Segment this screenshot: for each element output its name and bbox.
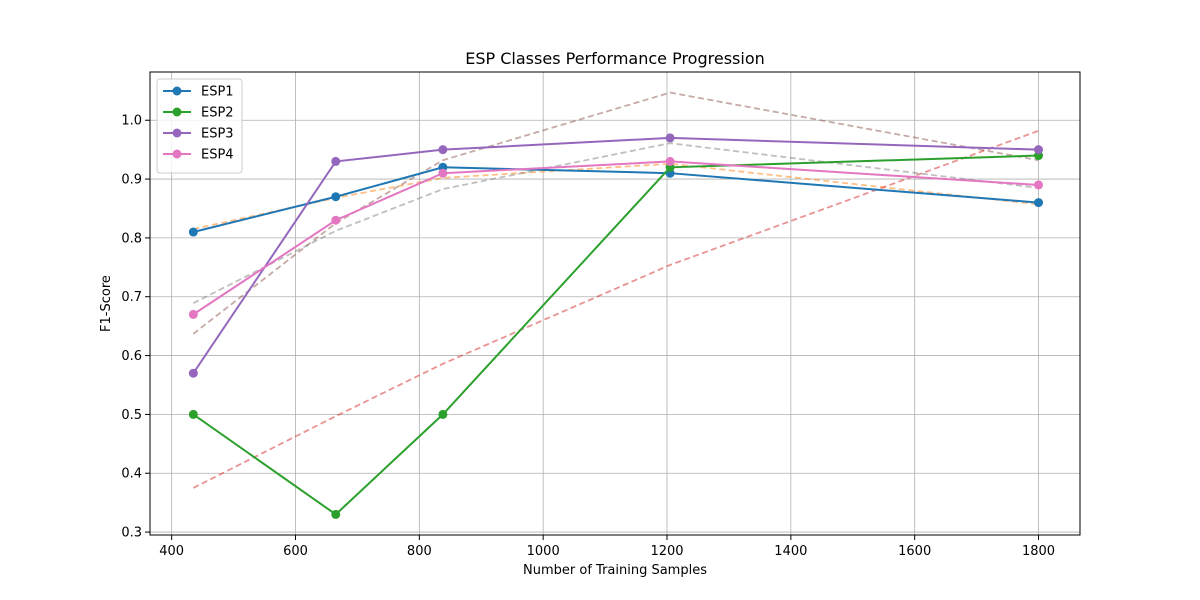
data-point bbox=[665, 156, 675, 166]
legend-box bbox=[156, 78, 243, 174]
legend-swatch-marker bbox=[172, 149, 182, 159]
data-point bbox=[188, 227, 198, 237]
x-tick-label: 600 bbox=[283, 544, 308, 559]
data-point bbox=[331, 192, 341, 202]
y-tick-label: 0.4 bbox=[121, 467, 142, 482]
data-point bbox=[331, 509, 341, 519]
trend-line bbox=[192, 91, 1039, 335]
legend: ESP1 ESP2 ESP3 ESP4 bbox=[156, 78, 243, 174]
y-tick-label: 0.8 bbox=[121, 231, 142, 246]
x-tick-label: 800 bbox=[407, 544, 432, 559]
legend-label: ESP3 bbox=[201, 127, 234, 142]
trend-line bbox=[192, 142, 1039, 305]
x-tick-label: 1400 bbox=[774, 544, 807, 559]
legend-label: ESP2 bbox=[201, 106, 234, 121]
data-point bbox=[438, 409, 448, 419]
legend-swatch-marker bbox=[172, 128, 182, 138]
y-tick-label: 0.6 bbox=[121, 349, 142, 364]
data-point bbox=[1034, 180, 1044, 190]
legend-swatch-marker bbox=[172, 86, 182, 96]
trend-line bbox=[192, 129, 1039, 489]
data-point bbox=[665, 133, 675, 143]
x-tick-label: 1800 bbox=[1022, 544, 1055, 559]
x-tick-label: 1000 bbox=[527, 544, 560, 559]
data-point bbox=[1034, 198, 1044, 208]
data-point bbox=[331, 156, 341, 166]
axis-ticks: 400 600 800 1000 1200 1400 1600 1800 0.3 0.4 0.5 0.… bbox=[121, 114, 1055, 559]
legend-label: ESP1 bbox=[201, 85, 234, 100]
x-tick-label: 400 bbox=[159, 544, 184, 559]
data-point bbox=[188, 368, 198, 378]
legend-label: ESP4 bbox=[201, 148, 234, 163]
y-tick-label: 1.0 bbox=[121, 114, 142, 129]
data-point bbox=[188, 409, 198, 419]
data-point bbox=[188, 309, 198, 319]
data-series bbox=[188, 133, 1044, 519]
series-esp3 bbox=[188, 133, 1044, 378]
y-tick-label: 0.3 bbox=[121, 526, 142, 541]
plot-frame bbox=[149, 71, 1081, 536]
x-axis-label: Number of Training Samples bbox=[523, 563, 707, 578]
data-point bbox=[438, 168, 448, 178]
data-point bbox=[438, 145, 448, 155]
y-tick-label: 0.9 bbox=[121, 173, 142, 188]
chart-title: ESP Classes Performance Progression bbox=[465, 49, 765, 68]
series-esp1 bbox=[188, 162, 1044, 237]
y-tick-label: 0.7 bbox=[121, 290, 142, 305]
x-tick-label: 1600 bbox=[898, 544, 931, 559]
y-tick-label: 0.5 bbox=[121, 408, 142, 423]
data-point bbox=[1034, 145, 1044, 155]
series-esp4 bbox=[188, 156, 1044, 319]
x-tick-label: 1200 bbox=[650, 544, 683, 559]
data-point bbox=[331, 215, 341, 225]
y-axis-label: F1-Score bbox=[99, 275, 114, 332]
legend-swatch-marker bbox=[172, 107, 182, 117]
